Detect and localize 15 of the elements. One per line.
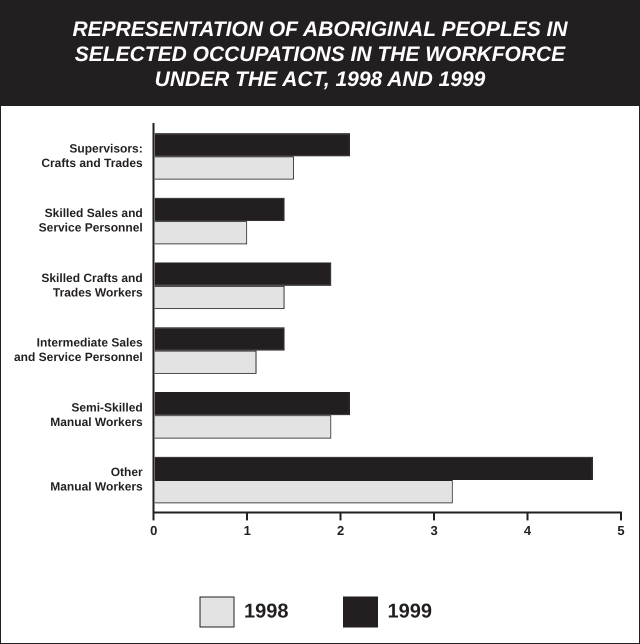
x-tick-label: 4 <box>524 522 532 538</box>
y-tick-label: Skilled Crafts and Trades Workers <box>41 270 144 300</box>
y-tick-label: Other Manual Workers <box>50 465 144 494</box>
y-tick-label: Supervisors: Crafts and Trades <box>41 141 144 170</box>
x-tick-label: 5 <box>617 522 625 538</box>
x-tick-label: 0 <box>150 522 158 538</box>
x-tick-label: 3 <box>430 522 438 538</box>
y-tick-label: Intermediate Sales and Service Personnel <box>14 336 144 364</box>
x-tick-label: 1 <box>244 522 251 538</box>
y-tick-label: Skilled Sales and Service Personnel <box>38 206 143 235</box>
chart-title: REPRESENTATION OF ABORIGINAL PEOPLES IN SELECTED OCCUPATIONS IN THE WORKFORCE UNDER THE ACT, 1998 AND 1999 <box>1 1 639 106</box>
x-tick-label: 2 <box>337 522 344 538</box>
legend-label: 1998 <box>244 600 289 623</box>
y-tick-label: Semi-Skilled Manual Workers <box>50 400 144 429</box>
legend-label: 1999 <box>388 600 432 623</box>
